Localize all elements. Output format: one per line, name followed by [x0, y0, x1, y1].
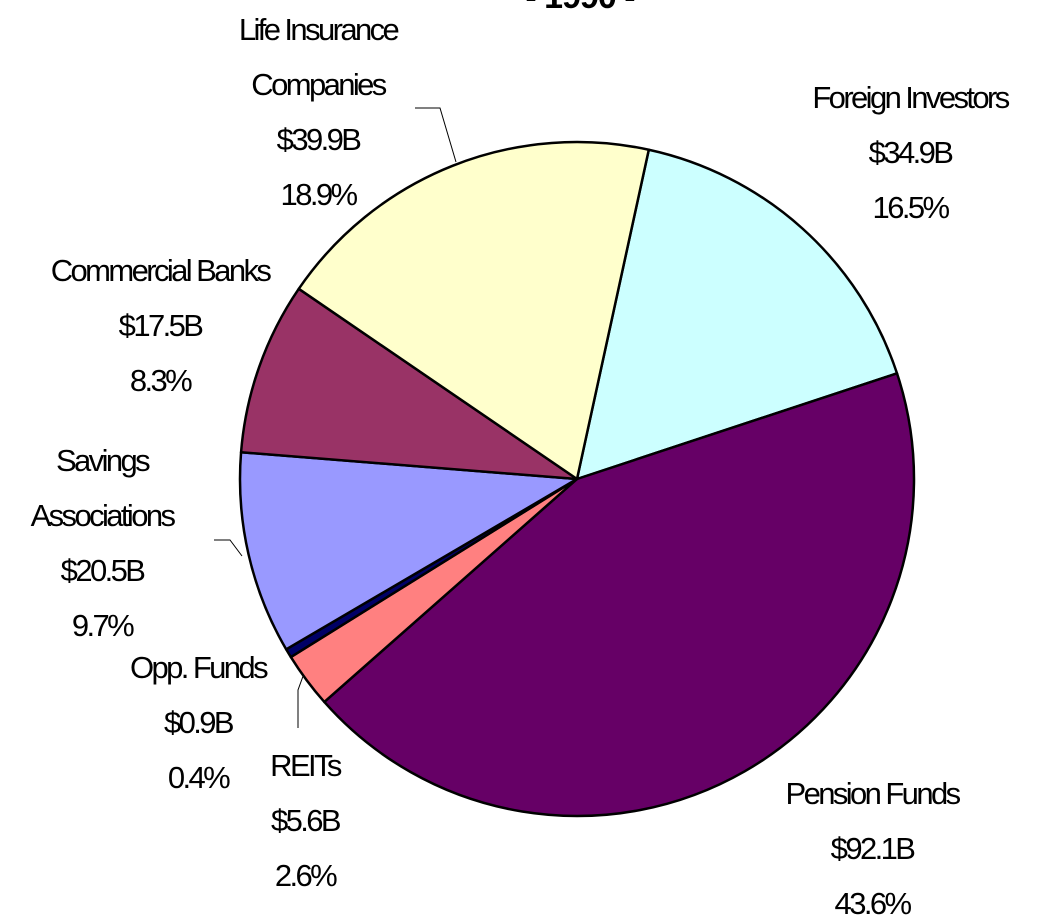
slice-label: Commercial Banks $17.5B 8.3% [0, 243, 320, 408]
share-label: 43.6% [834, 886, 913, 915]
category-label: Opp. Funds [130, 650, 269, 685]
pie-slice [575, 148, 899, 481]
category-label: REITs [270, 748, 342, 783]
slice-label: Life Insurance Companies $39.9B 18.9% [203, 2, 433, 222]
share-label: 0.4% [167, 760, 231, 795]
leader-line [415, 107, 457, 163]
pie-slice [323, 372, 916, 818]
value-label: $34.9B [868, 135, 954, 170]
share-label: 2.6% [274, 858, 338, 893]
share-label: 8.3% [129, 363, 193, 398]
pie-slice [238, 451, 579, 651]
slice-label: Foreign Investors $34.9B 16.5% [750, 70, 1038, 235]
chart-title: - 1990 - [525, 0, 635, 17]
share-label: 16.5% [872, 190, 951, 225]
category-label: Savings Associations [30, 443, 176, 533]
value-label: $0.9B [163, 705, 235, 740]
category-label: Pension Funds [785, 776, 962, 811]
value-label: $39.9B [276, 122, 362, 157]
pie-slice [239, 287, 579, 481]
value-label: $20.5B [60, 553, 146, 588]
value-label: $92.1B [830, 831, 916, 866]
category-label: Life Insurance Companies [238, 12, 400, 102]
value-label: $5.6B [270, 803, 342, 838]
slice-label: Pension Funds $92.1B 43.6% [712, 766, 1032, 915]
slice-label: Savings Associations $20.5B 9.7% [7, 433, 197, 653]
leader-line [214, 539, 243, 557]
share-label: 18.9% [280, 177, 359, 212]
category-label: Foreign Investors [812, 80, 1010, 115]
category-label: Commercial Banks [50, 253, 272, 288]
value-label: $17.5B [118, 308, 204, 343]
pie-slice [297, 140, 651, 481]
slice-label: Opp. Funds $0.9B 0.4% [98, 640, 298, 805]
share-label: 9.7% [71, 608, 135, 643]
slice-label: REITs $5.6B 2.6% [225, 738, 385, 903]
